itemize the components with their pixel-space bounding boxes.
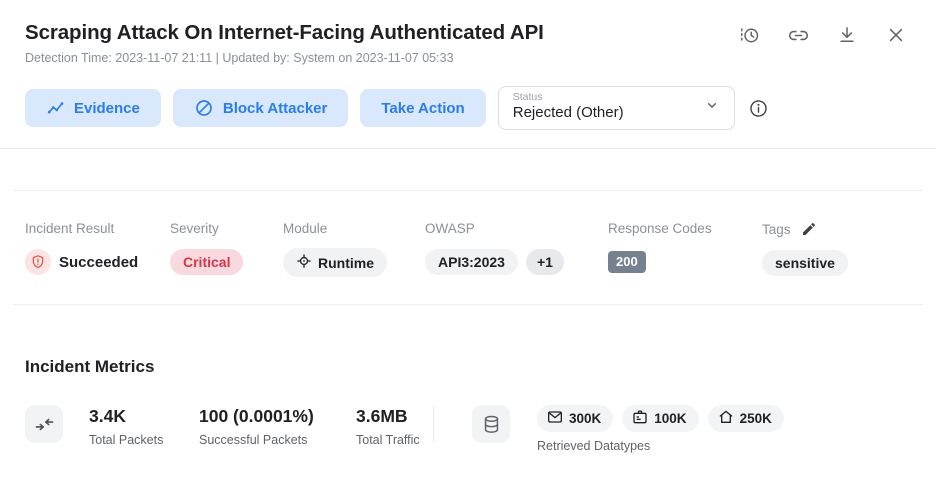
response-code-badge: 200 [608, 251, 646, 273]
id-card-icon [632, 409, 648, 428]
owasp-more-badge[interactable]: +1 [525, 249, 564, 275]
packets-transfer-icon [25, 405, 63, 443]
runtime-target-icon [296, 253, 312, 272]
close-icon[interactable] [885, 24, 907, 46]
header-icon-group [738, 21, 911, 46]
datatype-chip-email: 300K [537, 405, 614, 432]
datatype-id-count: 100K [654, 411, 687, 426]
tag-chip-sensitive: sensitive [762, 250, 848, 276]
datatype-address-count: 250K [739, 411, 772, 426]
field-tags: Tags sensitive [762, 221, 848, 277]
action-bar: Evidence Block Attacker Take Action Stat… [25, 86, 911, 130]
retrieved-datatypes: 300K 100K [537, 405, 784, 453]
response-codes-label: Response Codes [608, 221, 712, 236]
block-attacker-button[interactable]: Block Attacker [172, 89, 349, 127]
evidence-button-label: Evidence [74, 99, 140, 117]
header: Scraping Attack On Internet-Facing Authe… [0, 0, 936, 130]
total-packets-label: Total Packets [89, 433, 164, 448]
owasp-label: OWASP [425, 221, 475, 236]
take-action-button[interactable]: Take Action [360, 89, 486, 127]
field-incident-result: Incident Result Succeeded [25, 221, 170, 277]
module-label: Module [283, 221, 328, 236]
severity-badge: Critical [170, 249, 244, 275]
successful-packets-value: 100 (0.0001%) [199, 406, 314, 426]
chevron-down-icon [702, 95, 722, 120]
field-module: Module Runtime [283, 221, 425, 277]
datatype-chip-id: 100K [622, 405, 699, 432]
incident-metrics-section: Incident Metrics 3.4K Total Packets 100 … [0, 305, 936, 453]
field-owasp: OWASP API3:2023 +1 [425, 221, 608, 277]
info-icon[interactable] [748, 97, 770, 119]
metric-total-packets: 3.4K Total Packets [89, 405, 199, 447]
owasp-badge: API3:2023 [425, 249, 518, 275]
divider [0, 148, 936, 149]
status-dropdown-label: Status [512, 90, 543, 103]
incident-metrics-heading: Incident Metrics [25, 357, 155, 376]
metric-total-traffic: 3.6MB Total Traffic [356, 405, 433, 447]
tags-label: Tags [762, 221, 791, 237]
module-badge: Runtime [283, 248, 387, 277]
mail-icon [547, 409, 563, 428]
incident-result-value: Succeeded [59, 253, 139, 271]
history-icon[interactable] [738, 24, 760, 46]
detection-time-subtitle: Detection Time: 2023-11-07 21:11 | Updat… [25, 51, 454, 65]
block-attacker-button-label: Block Attacker [222, 99, 328, 117]
module-value: Runtime [318, 254, 374, 271]
database-icon [472, 405, 510, 443]
datatype-chip-address: 250K [707, 405, 784, 432]
divider [13, 304, 923, 305]
incident-summary-fields: Incident Result Succeeded Severity Criti… [0, 191, 936, 277]
incident-result-label: Incident Result [25, 221, 115, 236]
severity-label: Severity [170, 221, 219, 236]
page-title: Scraping Attack On Internet-Facing Authe… [25, 21, 544, 44]
take-action-button-label: Take Action [381, 99, 465, 117]
field-severity: Severity Critical [170, 221, 283, 277]
evidence-button[interactable]: Evidence [25, 89, 161, 127]
insights-chart-icon [46, 99, 65, 118]
divider [13, 190, 923, 191]
status-dropdown-value: Rejected (Other) [512, 104, 624, 122]
status-dropdown[interactable]: Status Rejected (Other) [497, 86, 735, 130]
vertical-divider [433, 405, 434, 443]
field-response-codes: Response Codes 200 [608, 221, 762, 277]
retrieved-datatypes-label: Retrieved Datatypes [537, 439, 651, 453]
block-icon [194, 98, 214, 118]
successful-packets-label: Successful Packets [199, 433, 308, 448]
metric-successful-packets: 100 (0.0001%) Successful Packets [199, 405, 356, 447]
edit-tags-pencil-icon[interactable] [801, 221, 817, 237]
home-icon [718, 409, 734, 428]
download-icon[interactable] [836, 24, 858, 46]
shield-alert-icon [25, 249, 51, 275]
datatype-email-count: 300K [569, 411, 602, 426]
total-traffic-value: 3.6MB [356, 406, 408, 426]
total-packets-value: 3.4K [89, 406, 126, 426]
total-traffic-label: Total Traffic [356, 433, 420, 448]
link-icon[interactable] [787, 24, 809, 46]
